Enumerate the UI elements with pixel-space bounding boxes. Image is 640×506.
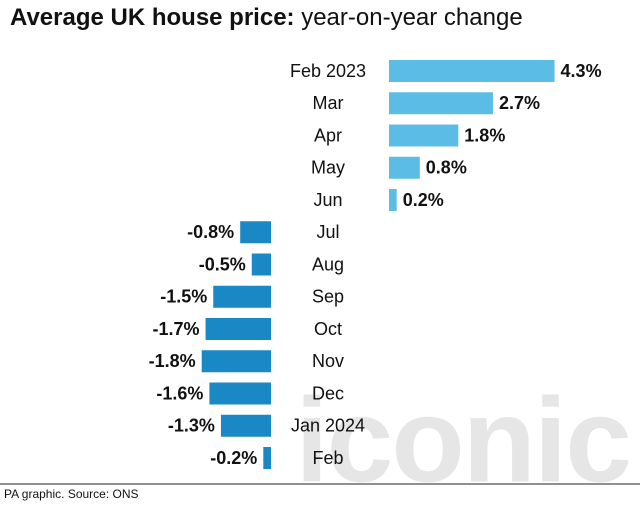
bar [209,382,271,405]
category-label: Nov [312,351,344,371]
chart-title: Average UK house price: year-on-year cha… [10,4,523,31]
bar [389,124,459,147]
value-label: 0.8% [426,158,467,178]
category-label: Oct [314,319,342,339]
bar [251,253,271,276]
value-label: 4.3% [561,61,602,81]
value-label: -0.2% [210,448,257,468]
value-label: -0.8% [187,222,234,242]
value-label: -1.5% [160,287,207,307]
bar [389,92,493,115]
category-label: Jun [313,190,342,210]
bar [240,221,271,244]
title-bold: Average UK house price: [10,4,295,31]
category-label: Jan 2024 [291,416,365,436]
bar [201,350,271,373]
category-label: Aug [312,254,344,274]
category-label: May [311,158,345,178]
category-label: Jul [316,222,339,242]
bar [205,318,271,340]
value-label: 0.2% [403,190,444,210]
bar [220,414,271,437]
value-label: -1.3% [168,416,215,436]
category-label: Apr [314,125,342,145]
bar [389,60,555,82]
category-label: Mar [313,93,344,113]
value-label: 2.7% [499,93,540,113]
category-label: Feb [312,448,343,468]
value-label: -1.7% [153,319,200,339]
value-label: -0.5% [199,254,246,274]
category-label: Feb 2023 [290,61,366,81]
value-label: 1.8% [464,125,505,145]
bar [263,447,271,469]
value-label: -1.8% [149,351,196,371]
bar [389,189,397,211]
category-label: Sep [312,287,344,307]
bars: Feb 2023 4.3% Mar 2.7% Apr 1.8% May 0.8% Jun 0.2%… [149,60,602,469]
value-label: -1.6% [156,383,203,403]
title-rest: year-on-year change [301,4,522,31]
watermark: iconic [295,374,630,506]
bar [389,156,420,179]
bar [213,285,271,308]
category-label: Dec [312,383,344,403]
source: PA graphic. Source: ONS [4,487,139,501]
